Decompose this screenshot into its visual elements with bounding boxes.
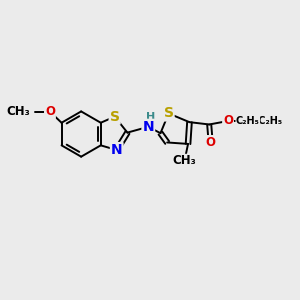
Text: S: S <box>110 110 120 124</box>
Text: O: O <box>206 136 216 149</box>
Text: S: S <box>164 106 174 121</box>
Text: O: O <box>223 115 233 128</box>
Text: H: H <box>146 112 155 122</box>
Text: CH₃: CH₃ <box>7 105 31 118</box>
Text: N: N <box>142 120 154 134</box>
Text: OC₂H₅: OC₂H₅ <box>250 116 282 126</box>
Text: O: O <box>45 105 55 118</box>
Text: CH₃: CH₃ <box>173 154 196 167</box>
Text: N: N <box>111 143 122 157</box>
Text: C₂H₅: C₂H₅ <box>236 116 260 126</box>
